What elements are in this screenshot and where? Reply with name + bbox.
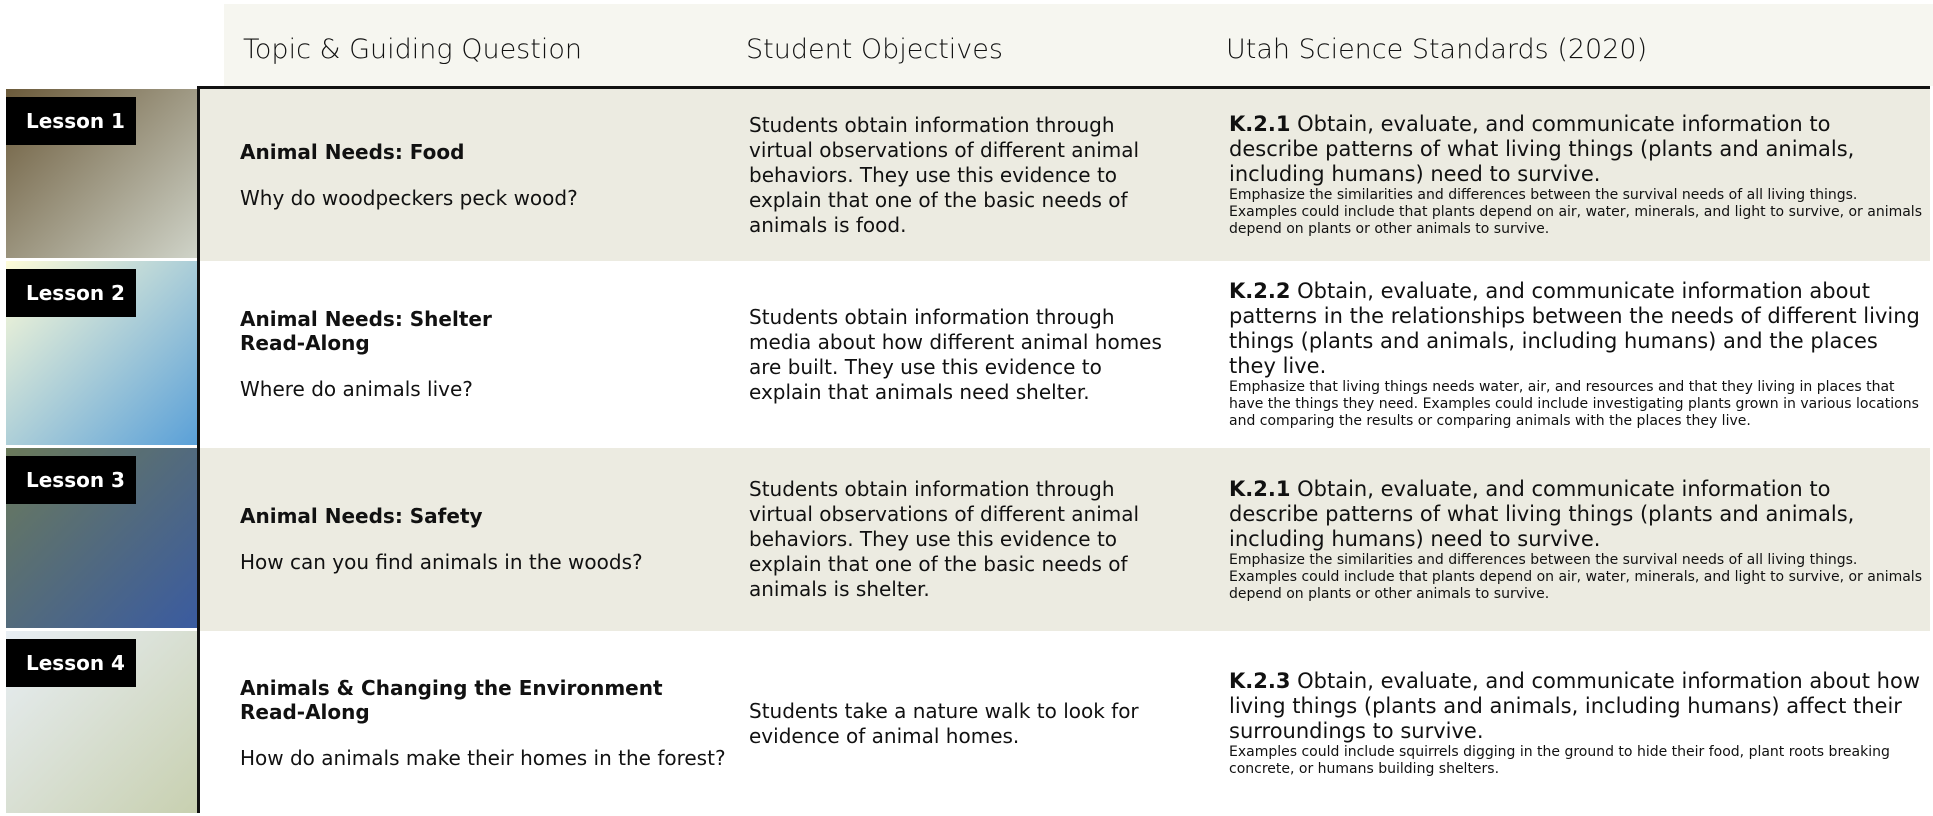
standard-text: Obtain, evaluate, and communicate inform… — [1229, 112, 1855, 186]
objective-cell: Students obtain information through virt… — [749, 448, 1179, 631]
lesson-subtitle: Read-Along — [240, 700, 370, 724]
standard-cell: K.2.1 Obtain, evaluate, and communicate … — [1229, 89, 1924, 261]
lesson-row: Animal Needs: Food Why do woodpeckers pec… — [200, 89, 1930, 261]
lesson-label: Lesson 3 — [6, 456, 136, 504]
standard-cell: K.2.3 Obtain, evaluate, and communicate … — [1229, 631, 1924, 816]
lesson-image: Lesson 2 — [6, 261, 197, 445]
standard-code: K.2.3 — [1229, 669, 1291, 693]
objective: Students obtain information through virt… — [749, 477, 1140, 601]
topic-cell: Animal Needs: Food Why do woodpeckers pec… — [240, 89, 740, 261]
lesson-image: Lesson 1 — [6, 89, 197, 258]
header: Topic & Guiding Question Student Objecti… — [224, 4, 1933, 86]
lesson-title: Animals & Changing the Environment — [240, 676, 663, 700]
lesson-title: Animal Needs: Shelter — [240, 307, 492, 331]
standard-detail: Emphasize the similarities and differenc… — [1229, 551, 1922, 602]
standard-code: K.2.1 — [1229, 476, 1291, 501]
lesson-title: Animal Needs: Food — [240, 139, 465, 164]
column-header: Topic & Guiding Question — [243, 34, 582, 65]
topic-cell: Animal Needs: Shelter Read-Along Where do … — [240, 261, 740, 448]
lesson-image: Lesson 4 — [6, 631, 197, 813]
lesson-label: Lesson 1 — [6, 97, 136, 145]
standard-text: Obtain, evaluate, and communicate inform… — [1229, 476, 1855, 551]
objective: Students obtain information through virt… — [749, 112, 1140, 237]
standard: K.2.1 Obtain, evaluate, and communicate … — [1229, 112, 1924, 187]
objective-cell: Students obtain information through medi… — [749, 261, 1179, 448]
guiding-question: How do animals make their homes in the f… — [240, 746, 726, 770]
lesson-row: Animals & Changing the Environment Read-A… — [200, 631, 1930, 816]
lesson-row: Animal Needs: Safety How can you find ani… — [200, 448, 1930, 631]
standard: K.2.1 Obtain, evaluate, and communicate … — [1229, 477, 1924, 552]
standard-detail: Emphasize the similarities and differenc… — [1229, 187, 1922, 237]
guiding-question: How can you find animals in the woods? — [240, 550, 643, 574]
lesson-row: Animal Needs: Shelter Read-Along Where do … — [200, 261, 1930, 448]
standard-code: K.2.2 — [1229, 279, 1291, 303]
topic-cell: Animal Needs: Safety How can you find ani… — [240, 448, 740, 631]
standard-text: Obtain, evaluate, and communicate inform… — [1229, 279, 1920, 378]
objective-cell: Students obtain information through virt… — [749, 89, 1179, 261]
standard: K.2.3 Obtain, evaluate, and communicate … — [1229, 669, 1924, 744]
lesson-image: Lesson 3 — [6, 448, 197, 628]
standard-code: K.2.1 — [1229, 112, 1291, 136]
guiding-question: Where do animals live? — [240, 377, 473, 401]
lesson-subtitle: Read-Along — [240, 331, 370, 355]
lesson-label: Lesson 2 — [6, 269, 136, 317]
standard-detail: Emphasize that living things needs water… — [1229, 379, 1919, 429]
objective: Students obtain information through medi… — [749, 304, 1162, 404]
standard: K.2.2 Obtain, evaluate, and communicate … — [1229, 279, 1924, 379]
lesson-title: Animal Needs: Safety — [240, 504, 483, 528]
column-header: Student Objectives — [746, 34, 1003, 65]
objective: Students take a nature walk to look for … — [749, 698, 1139, 748]
lesson-table: Animal Needs: Food Why do woodpeckers pec… — [197, 86, 1930, 816]
topic-cell: Animals & Changing the Environment Read-A… — [240, 631, 740, 816]
guiding-question: Why do woodpeckers peck wood? — [240, 185, 578, 210]
lesson-label: Lesson 4 — [6, 639, 136, 687]
standard-detail: Examples could include squirrels digging… — [1229, 744, 1890, 777]
standard-cell: K.2.1 Obtain, evaluate, and communicate … — [1229, 448, 1924, 631]
column-header: Utah Science Standards (2020) — [1226, 34, 1648, 65]
objective-cell: Students take a nature walk to look for … — [749, 631, 1179, 816]
standard-cell: K.2.2 Obtain, evaluate, and communicate … — [1229, 261, 1924, 448]
standard-text: Obtain, evaluate, and communicate inform… — [1229, 669, 1920, 743]
